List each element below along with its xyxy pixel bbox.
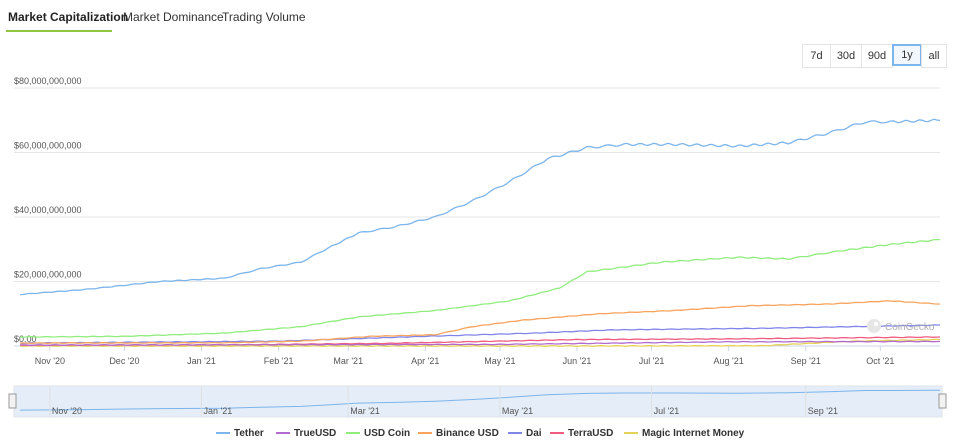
- legend-label-usd-coin: USD Coin: [364, 428, 411, 439]
- legend-swatch-magic-internet-money: [624, 432, 638, 435]
- legend-item-usd-coin[interactable]: USD Coin: [346, 428, 410, 439]
- grid-lines: [14, 87, 940, 347]
- navigator-tick-label: Jul '21: [654, 406, 680, 416]
- legend-label-dai: Dai: [526, 428, 542, 439]
- x-tick-label: Apr '21: [411, 356, 439, 366]
- x-tick-label: Jul '21: [639, 356, 665, 366]
- legend-item-binance-usd[interactable]: Binance USD: [418, 428, 499, 439]
- time-range-selector: 7d 30d 90d 1y all: [802, 44, 947, 70]
- legend-item-magic-internet-money[interactable]: Magic Internet Money: [624, 428, 744, 439]
- market-cap-chart: $0.00 $20,000,000,000 $40,000,000,000 $60,0…: [8, 76, 947, 418]
- x-tick-label: Jun '21: [563, 356, 592, 366]
- x-tick-label: May '21: [484, 356, 515, 366]
- x-axis-ticks: Nov '20 Dec '20 Jan '21 Feb '21 Mar '21 Apr '…: [35, 346, 894, 366]
- range-all-button[interactable]: all: [921, 44, 947, 68]
- series-line-magic-internet-money: [19, 338, 941, 347]
- y-tick-label: $40,000,000,000: [14, 205, 82, 215]
- x-tick-label: Mar '21: [333, 356, 363, 366]
- legend-label-terrausd: TerraUSD: [568, 428, 614, 439]
- legend-swatch-usd-coin: [346, 432, 360, 435]
- range-7d-button[interactable]: 7d: [802, 44, 831, 68]
- range-90d-button[interactable]: 90d: [861, 44, 893, 68]
- y-tick-label: $80,000,000,000: [14, 76, 82, 86]
- range-navigator[interactable]: Nov '20 Jan '21 Mar '21 May '21 Jul '21 Sep '…: [8, 385, 947, 418]
- navigator-tick-label: Sep '21: [808, 406, 838, 416]
- navigator-right-handle[interactable]: [938, 393, 947, 409]
- y-tick-label: $20,000,000,000: [14, 270, 82, 280]
- chart-tabs: Market Capitalization Market Dominance T…: [0, 0, 960, 34]
- x-tick-label: Jan '21: [187, 356, 216, 366]
- navigator-tick-label: Nov '20: [52, 406, 82, 416]
- x-tick-label: Sep '21: [791, 356, 821, 366]
- series-line-trueusd: [19, 340, 940, 346]
- legend-swatch-tether: [216, 432, 230, 435]
- x-tick-label: Nov '20: [35, 356, 65, 366]
- navigator-tick-label: Mar '21: [350, 406, 380, 416]
- legend-item-tether[interactable]: Tether: [216, 428, 264, 439]
- y-tick-label: $60,000,000,000: [14, 141, 82, 151]
- tab-trading-volume[interactable]: Trading Volume: [222, 10, 306, 24]
- legend-swatch-trueusd: [276, 432, 290, 435]
- x-tick-label: Dec '20: [109, 356, 139, 366]
- coingecko-watermark: CoinGecko: [867, 319, 935, 333]
- series-line-usd-coin: [19, 238, 940, 338]
- legend-label-trueusd: TrueUSD: [294, 428, 337, 439]
- legend-item-terrausd[interactable]: TerraUSD: [550, 428, 613, 439]
- series-line-dai: [19, 324, 940, 344]
- x-tick-label: Aug '21: [714, 356, 744, 366]
- series-lines: [19, 118, 941, 347]
- navigator-series-line: [19, 389, 941, 411]
- tab-market-capitalization[interactable]: Market Capitalization: [8, 10, 129, 24]
- legend-label-tether: Tether: [234, 428, 264, 439]
- watermark-text: CoinGecko: [885, 322, 935, 333]
- legend-swatch-terrausd: [550, 432, 564, 435]
- series-line-tether: [19, 118, 941, 296]
- range-30d-button[interactable]: 30d: [830, 44, 862, 68]
- legend-label-magic-internet-money: Magic Internet Money: [642, 428, 745, 439]
- navigator-tick-label: Jan '21: [204, 406, 233, 416]
- legend-item-trueusd[interactable]: TrueUSD: [276, 428, 336, 439]
- tab-market-dominance[interactable]: Market Dominance: [123, 10, 224, 24]
- coingecko-logo-eye-icon: [874, 322, 878, 326]
- navigator-selection[interactable]: [14, 386, 942, 417]
- chart-legend: Tether TrueUSD USD Coin Binance USD Dai …: [0, 424, 960, 444]
- navigator-left-handle[interactable]: [8, 393, 17, 409]
- navigator-ticks: Nov '20 Jan '21 Mar '21 May '21 Jul '21 Sep '…: [49, 386, 838, 417]
- x-tick-label: Feb '21: [264, 356, 294, 366]
- y-tick-label: $0.00: [14, 334, 37, 344]
- active-tab-indicator: [6, 30, 112, 32]
- legend-swatch-binance-usd: [418, 432, 432, 435]
- x-tick-label: Oct '21: [866, 356, 894, 366]
- legend-swatch-dai: [508, 432, 522, 435]
- legend-label-binance-usd: Binance USD: [436, 428, 499, 439]
- range-1y-button[interactable]: 1y: [892, 44, 922, 66]
- coingecko-logo-icon: [867, 319, 881, 333]
- legend-item-dai[interactable]: Dai: [508, 428, 542, 439]
- series-line-binance-usd: [19, 300, 941, 344]
- navigator-tick-label: May '21: [502, 406, 533, 416]
- y-axis-ticks: $0.00 $20,000,000,000 $40,000,000,000 $60,0…: [14, 76, 82, 344]
